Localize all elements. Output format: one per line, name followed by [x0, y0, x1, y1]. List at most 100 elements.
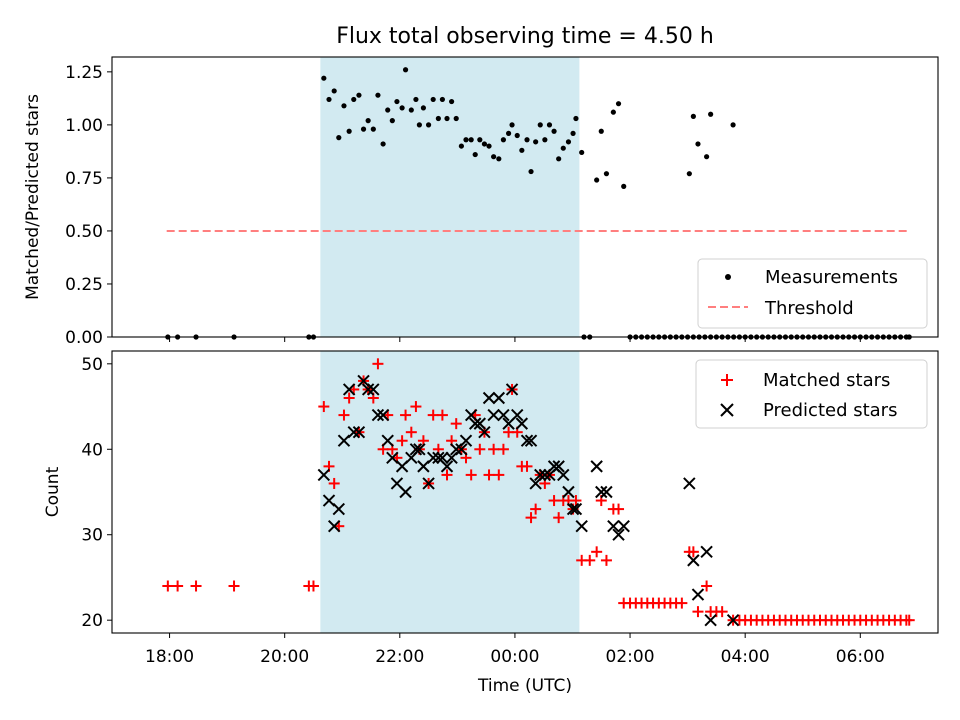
measurement-point	[375, 92, 381, 98]
measurement-point	[346, 128, 352, 134]
measurement-point	[444, 115, 450, 122]
matched-point	[465, 469, 477, 481]
measurement-point	[435, 115, 441, 122]
matched-point	[441, 469, 453, 481]
measurement-point	[468, 137, 474, 143]
measurement-point	[500, 137, 507, 143]
predicted-point	[590, 460, 603, 473]
legend-measurements-label: Measurements	[765, 267, 898, 288]
measurement-point	[528, 168, 534, 175]
top-y-tick-label: 0.25	[65, 275, 103, 295]
measurement-point	[560, 145, 566, 151]
predicted-point	[440, 460, 454, 473]
predicted-point	[332, 502, 345, 516]
top-legend: Measurements Threshold	[697, 258, 928, 329]
predicted-point	[422, 477, 435, 490]
predicted-point	[327, 519, 341, 533]
x-axis-label: Time (UTC)	[477, 676, 572, 696]
measurement-point	[570, 130, 576, 136]
matched-point	[228, 580, 240, 592]
predicted-point	[515, 417, 529, 430]
measurement-point	[551, 128, 557, 134]
predicted-point	[413, 443, 426, 456]
measurement-point	[556, 156, 562, 162]
measurement-point	[690, 113, 696, 119]
top-y-tick-label: 1.00	[65, 116, 103, 136]
measurement-point	[399, 105, 405, 111]
matched-point	[318, 401, 330, 413]
predicted-point	[361, 383, 375, 396]
matched-point	[548, 495, 560, 507]
measurement-point	[360, 126, 367, 132]
predicted-point	[317, 468, 331, 482]
matched-point	[343, 392, 355, 404]
measurement-point	[486, 143, 492, 149]
bottom-y-tick-label: 50	[81, 355, 103, 375]
measurement-point	[425, 122, 432, 128]
matched-point	[436, 409, 448, 421]
measurement-point	[610, 109, 616, 115]
matched-point	[483, 469, 495, 481]
measurement-point	[430, 96, 436, 103]
bottom-y-axis-label: Count	[43, 466, 63, 517]
matched-point	[493, 469, 505, 481]
bottom-observing-window	[320, 351, 580, 633]
predicted-point	[691, 588, 705, 601]
predicted-point	[534, 468, 547, 482]
predicted-point	[409, 443, 423, 456]
measurement-point	[463, 137, 469, 143]
predicted-point	[612, 528, 625, 541]
measurement-point	[472, 151, 478, 158]
measurement-point	[351, 96, 357, 103]
predicted-point	[566, 502, 580, 516]
predicted-point	[726, 613, 740, 627]
predicted-point	[524, 434, 538, 447]
measurement-point	[321, 75, 327, 81]
measurement-point	[380, 141, 386, 147]
predicted-point	[595, 485, 608, 499]
measurement-point	[449, 98, 455, 105]
matched-point	[190, 580, 202, 592]
measurement-point	[505, 130, 512, 136]
predicted-point	[376, 408, 390, 422]
bottom-y-tick-label: 20	[81, 611, 103, 631]
legend-threshold-label: Threshold	[764, 298, 854, 319]
predicted-point	[683, 477, 696, 490]
predicted-point	[482, 391, 496, 405]
matched-point	[521, 460, 533, 472]
matched-point	[400, 409, 412, 421]
measurement-point	[565, 139, 572, 145]
measurement-point	[542, 137, 548, 143]
matched-point	[396, 435, 408, 447]
top-y-tick-label: 0.50	[65, 222, 103, 242]
measurement-point	[509, 122, 515, 128]
measurement-point	[496, 156, 502, 162]
measurement-point	[389, 118, 395, 124]
predicted-point	[436, 451, 449, 465]
measurement-point	[491, 154, 497, 160]
matched-point	[525, 512, 537, 524]
measurement-point	[416, 122, 422, 128]
measurement-point	[408, 107, 414, 113]
measurement-point	[365, 118, 371, 124]
top-y-axis-label: Matched/Predicted stars	[23, 94, 43, 300]
predicted-point	[557, 468, 570, 482]
matched-point	[372, 358, 384, 370]
legend-predicted-marker	[720, 403, 734, 417]
x-tick-label: 18:00	[145, 647, 194, 667]
measurement-point	[603, 171, 610, 177]
top-y-tick-label: 0.75	[65, 169, 103, 189]
matched-point	[903, 614, 915, 626]
measurement-point	[356, 92, 362, 98]
measurement-point	[481, 141, 488, 147]
predicted-point	[505, 383, 519, 396]
matched-point	[676, 597, 688, 609]
predicted-point	[367, 383, 380, 396]
measurement-point	[326, 96, 332, 103]
legend-matched-label: Matched stars	[763, 370, 890, 391]
matched-stars-series	[162, 358, 915, 626]
measurement-point	[453, 115, 459, 122]
predicted-stars-series	[317, 374, 740, 627]
predicted-point	[381, 434, 394, 447]
x-tick-label: 02:00	[606, 647, 655, 667]
